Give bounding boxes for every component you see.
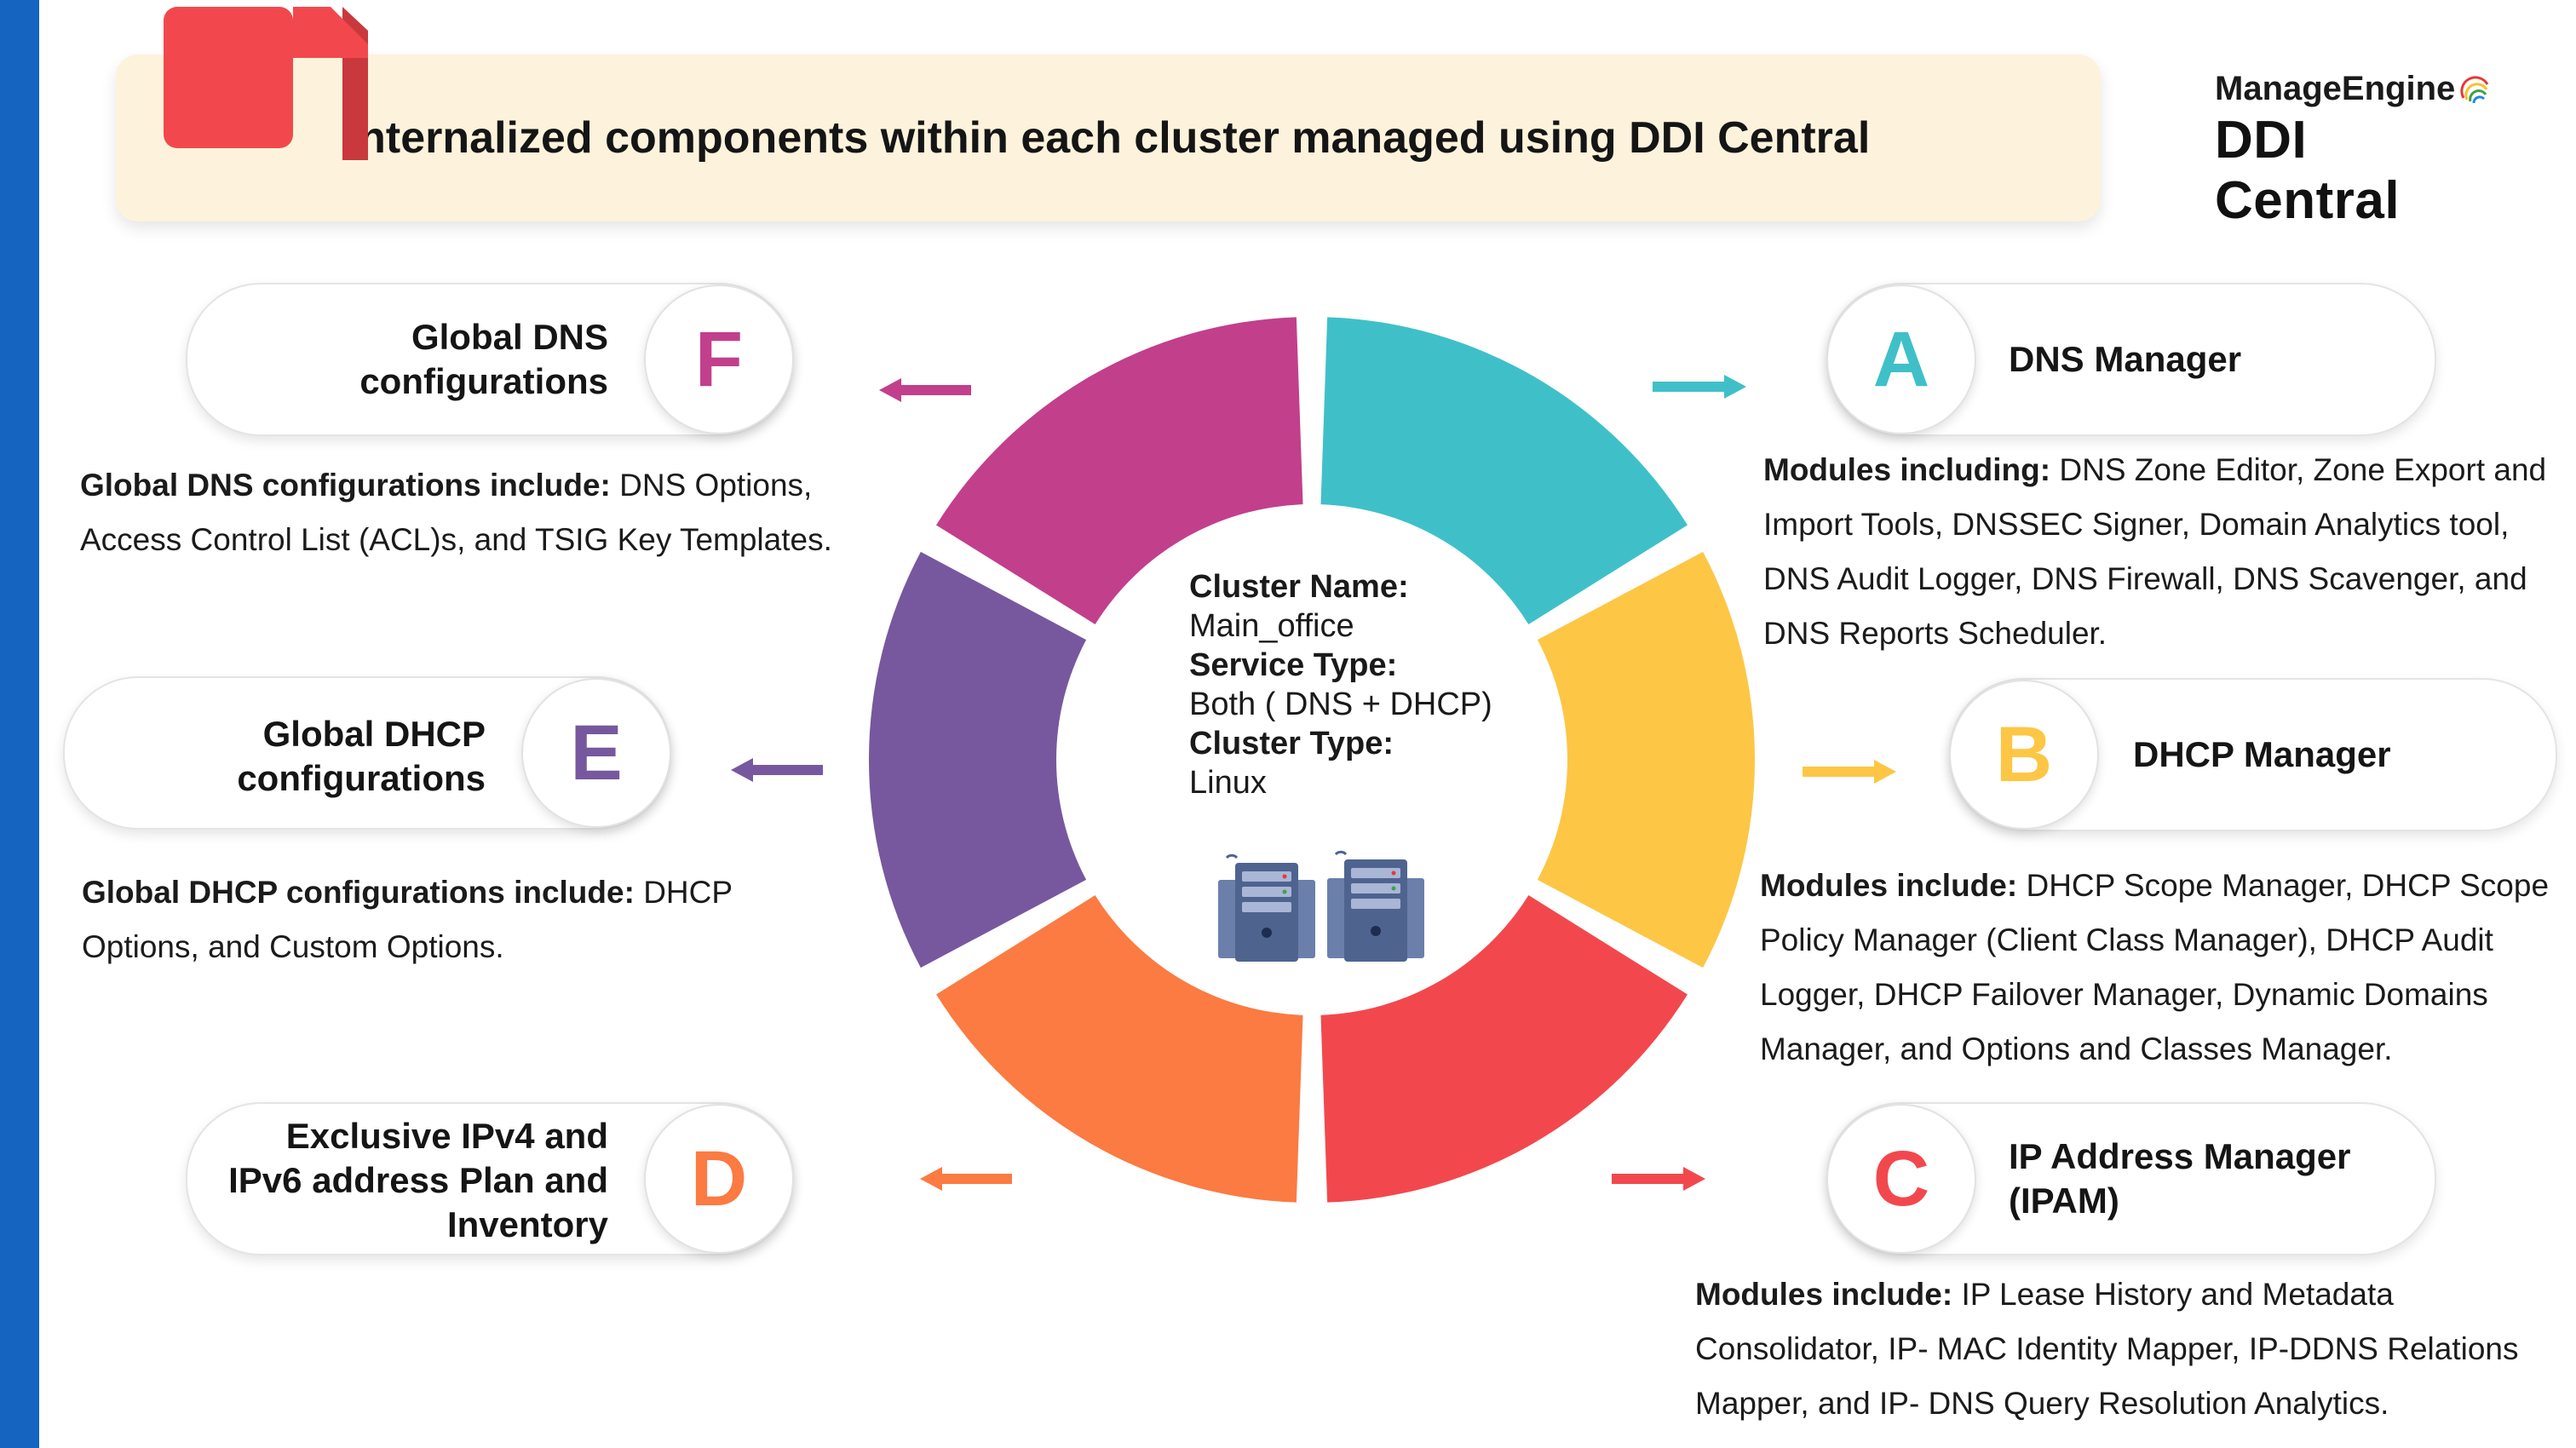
component-B-title: DHCP Manager: [2133, 734, 2391, 774]
component-B-description: Modules include: DHCP Scope Manager, DHC…: [1760, 868, 2550, 1066]
service-type-label: Service Type:: [1189, 647, 1398, 683]
ring-segment-E: [869, 551, 1087, 968]
ring-segment-C: [1320, 894, 1688, 1203]
component-E-description: Global DHCP configurations include: DHCP…: [82, 875, 733, 964]
ring-segment-F: [936, 317, 1303, 625]
component-B-letter: B: [1949, 680, 2099, 830]
component-F-pill: Global DNS configurations F: [186, 283, 794, 436]
ring-segment-D: [936, 894, 1303, 1203]
brand-logo: ManageEngine DDI Central: [2215, 70, 2504, 231]
cluster-type-label: Cluster Type:: [1189, 726, 1394, 761]
service-type-value: Both ( DNS + DHCP): [1189, 687, 1492, 722]
ring-segment-B: [1537, 551, 1755, 968]
component-A-title: DNS Manager: [2009, 339, 2242, 379]
corner-tag-icon: [164, 7, 368, 160]
arrow-to-D: [920, 1167, 1012, 1191]
arrow-to-C: [1612, 1167, 1705, 1191]
component-C-title: IP Address Manager (IPAM): [2009, 1136, 2351, 1221]
component-E-letter: E: [521, 678, 671, 828]
component-D-title: Exclusive IPv4 and IPv6 address Plan and…: [228, 1116, 608, 1244]
cluster-name-label: Cluster Name:: [1189, 569, 1409, 605]
title-banner: Internalized components within each clus…: [116, 55, 2101, 221]
left-accent-bar: [0, 0, 39, 1448]
servers-icon: [1218, 850, 1424, 962]
component-E-pill: Global DHCP configurations E: [63, 676, 671, 830]
component-A-pill: A DNS Manager: [1826, 283, 2436, 436]
component-A-description: Modules including: DNS Zone Editor, Zone…: [1763, 452, 2547, 651]
cluster-ring-diagram: [869, 317, 1755, 1203]
brand-product: DDI Central: [2215, 111, 2401, 230]
arrow-to-F: [879, 378, 971, 402]
component-C-pill: C IP Address Manager (IPAM): [1826, 1102, 2436, 1256]
arrow-to-B: [1803, 760, 1896, 784]
brand-arc-icon: [2460, 75, 2489, 103]
component-D-letter: D: [644, 1104, 794, 1254]
component-A-letter: A: [1826, 284, 1976, 434]
arrow-to-A: [1653, 375, 1746, 399]
component-B-pill: B DHCP Manager: [1949, 678, 2557, 831]
component-C-letter: C: [1826, 1104, 1976, 1254]
cluster-type-value: Linux: [1189, 765, 1267, 801]
component-F-title: Global DNS configurations: [359, 317, 608, 401]
page-title: Internalized components within each clus…: [346, 113, 1871, 163]
arrow-to-E: [731, 758, 823, 782]
cluster-info: Cluster Name: Main_office Service Type: …: [1189, 567, 1492, 802]
component-D-pill: Exclusive IPv4 and IPv6 address Plan and…: [186, 1102, 794, 1256]
component-F-letter: F: [644, 284, 794, 434]
brand-company: ManageEngine: [2215, 70, 2456, 107]
ring-segment-A: [1320, 317, 1688, 625]
component-E-title: Global DHCP configurations: [237, 714, 486, 798]
component-F-description: Global DNS configurations include: DNS O…: [80, 468, 832, 557]
component-C-description: Modules include: IP Lease History and Me…: [1695, 1277, 2519, 1421]
cluster-name-value: Main_office: [1189, 608, 1354, 644]
